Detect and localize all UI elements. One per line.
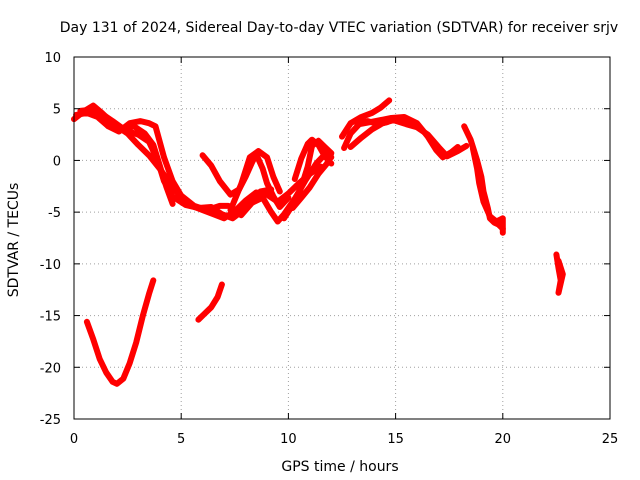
y-axis-label: SDTVAR / TECUs xyxy=(6,183,22,298)
series-arc-18 xyxy=(195,281,225,323)
y-tick-label: -20 xyxy=(40,361,61,376)
series-arc-11 xyxy=(339,97,393,140)
y-tick-label: -25 xyxy=(40,413,61,428)
x-tick-label: 25 xyxy=(602,432,619,447)
y-tick-label: -10 xyxy=(40,258,61,273)
series-arc-4 xyxy=(105,120,324,222)
axes: 0 5 10 15 20 25 -25 -20 -15 -10 -5 0 5 10 xyxy=(40,51,619,447)
series-arc-15 xyxy=(469,145,506,236)
series-arc-5 xyxy=(199,151,292,210)
plot-frame xyxy=(73,56,611,420)
y-tick-label: -15 xyxy=(40,310,61,325)
x-axis-label: GPS time / hours xyxy=(281,459,398,475)
series-arc-17 xyxy=(83,277,157,387)
x-tick-label: 20 xyxy=(495,432,512,447)
series-arc-9 xyxy=(291,136,335,182)
series-arc-16 xyxy=(553,251,566,296)
x-tick-label: 15 xyxy=(387,432,404,447)
series-arc-6 xyxy=(227,148,283,214)
series-arc-14 xyxy=(461,123,506,232)
series-arc-13 xyxy=(354,115,418,129)
x-tick-label: 10 xyxy=(280,432,297,447)
grid xyxy=(74,57,610,419)
y-tick-label: -5 xyxy=(48,206,61,221)
x-tick-label: 5 xyxy=(177,432,185,447)
series-arc-8 xyxy=(281,137,335,222)
data-series xyxy=(71,97,566,387)
x-tick-label: 0 xyxy=(70,432,78,447)
y-tick-label: 0 xyxy=(53,154,61,169)
y-tick-label: 5 xyxy=(53,103,61,118)
y-tick-label: 10 xyxy=(44,51,61,66)
chart-title: Day 131 of 2024, Sidereal Day-to-day VTE… xyxy=(60,20,618,36)
